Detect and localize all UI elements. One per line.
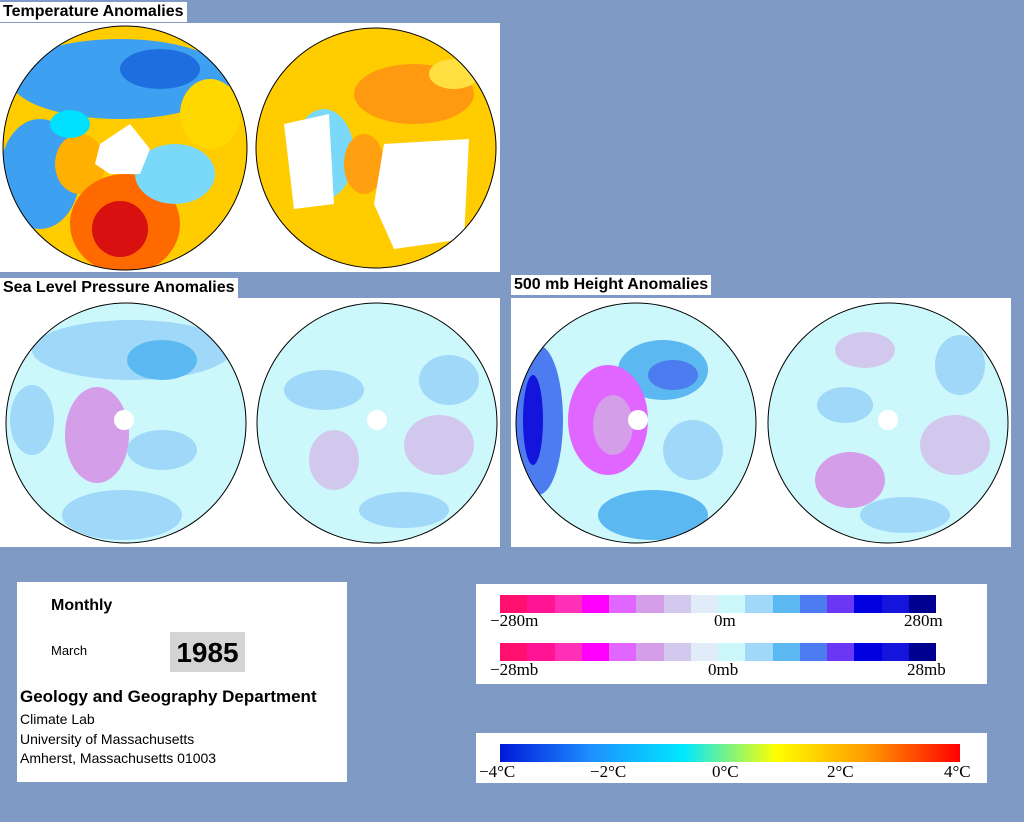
temperature-legend: −4°C −2°C 0°C 2°C 4°C (476, 733, 987, 783)
department-label: Geology and Geography Department (20, 687, 317, 706)
colorbar-segment (527, 595, 555, 613)
colorbar-segment (636, 643, 664, 661)
colorbar-segment (799, 643, 827, 661)
colorbar-segment (663, 643, 691, 661)
colorbar-segment (663, 595, 691, 613)
temperature-map-northern (2, 25, 248, 271)
colorbar-segment (690, 643, 718, 661)
colorbar-segment (827, 595, 855, 613)
pressure-height-legend: −280m 0m 280m −28mb 0mb 28mb (476, 584, 987, 684)
info-line-address: Amherst, Massachusetts 01003 (20, 750, 217, 766)
height-tick-zero: 0m (714, 611, 736, 630)
year-label: 1985 (170, 632, 245, 672)
height-tick-max: 280m (904, 611, 943, 630)
temp-tick-minus4: −4°C (479, 762, 516, 781)
height500-map-northern (515, 302, 757, 544)
colorbar-segment (527, 643, 555, 661)
height500-title: 500 mb Height Anomalies (511, 275, 712, 295)
colorbar-segment (554, 643, 582, 661)
slp-map-northern (5, 302, 247, 544)
colorbar-segment (827, 643, 855, 661)
colorbar-segment (609, 643, 637, 661)
colorbar-segment (745, 595, 773, 613)
colorbar-segment (854, 595, 882, 613)
period-label: Monthly (51, 597, 113, 614)
height-tick-min: −280m (490, 611, 539, 630)
colorbar-segment (581, 643, 609, 661)
info-box: Monthly March 1985 Geology and Geography… (17, 582, 347, 782)
colorbar-segment (881, 643, 909, 661)
colorbar-segment (718, 595, 746, 613)
colorbar-segment (908, 643, 936, 661)
month-label: March (51, 643, 88, 658)
colorbar-segment (554, 595, 582, 613)
colorbar-segment (854, 643, 882, 661)
colorbar-segment (581, 595, 609, 613)
height500-map-southern (767, 302, 1009, 544)
colorbar-segment (636, 595, 664, 613)
slp-tick-zero: 0mb (708, 660, 739, 679)
colorbar-segment (772, 643, 800, 661)
temperature-map-southern (255, 27, 497, 269)
temperature-title: Temperature Anomalies (0, 2, 187, 22)
colorbar-segment (745, 643, 773, 661)
info-line-lab: Climate Lab (20, 711, 95, 727)
colorbar-segment (908, 595, 936, 613)
colorbar-segment (690, 595, 718, 613)
info-line-university: University of Massachusetts (20, 731, 195, 747)
temp-tick-zero: 0°C (712, 762, 739, 781)
temp-tick-plus2: 2°C (827, 762, 854, 781)
colorbar-segment (799, 595, 827, 613)
slp-colorbar (500, 643, 936, 661)
height-colorbar (500, 595, 936, 613)
slp-map-southern (256, 302, 498, 544)
colorbar-segment (609, 595, 637, 613)
temp-tick-minus2: −2°C (590, 762, 627, 781)
temp-tick-plus4: 4°C (944, 762, 971, 781)
slp-tick-max: 28mb (907, 660, 946, 679)
slp-tick-min: −28mb (490, 660, 539, 679)
colorbar-segment (500, 643, 528, 661)
temperature-colorbar (500, 744, 960, 762)
colorbar-segment (881, 595, 909, 613)
slp-title: Sea Level Pressure Anomalies (0, 278, 238, 298)
colorbar-segment (772, 595, 800, 613)
colorbar-segment (718, 643, 746, 661)
colorbar-segment (500, 595, 528, 613)
